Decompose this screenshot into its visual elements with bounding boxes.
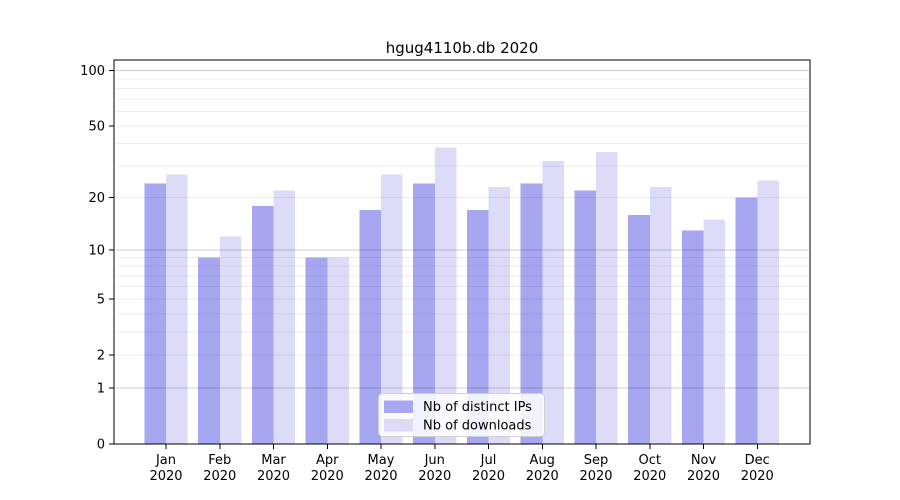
x-tick-label-year: 2020 (633, 469, 666, 484)
bar-downloads-oct (649, 186, 672, 444)
y-tick-label: 10 (88, 244, 105, 259)
bar-distinct-ips-jul (466, 210, 489, 444)
y-tick-label: 1 (97, 381, 105, 396)
grid-group (115, 70, 809, 389)
x-tick-label-year: 2020 (149, 469, 182, 484)
bar-downloads-feb (219, 236, 242, 444)
x-tick-label-month: Oct (639, 453, 661, 468)
y-tick-label: 100 (80, 64, 105, 79)
x-axis: Jan2020Feb2020Mar2020Apr2020May2020Jun20… (149, 444, 774, 484)
bar-downloads-apr (327, 257, 349, 444)
legend-swatch-downloads (384, 419, 413, 432)
bar-downloads-jul (488, 186, 511, 444)
y-tick-label: 5 (97, 293, 105, 308)
bars-group (144, 147, 779, 444)
y-axis: 0 1 2 5 10 20 50 100 (80, 64, 114, 453)
x-tick-label-month: May (368, 453, 395, 468)
x-tick-label-year: 2020 (579, 469, 612, 484)
x-tick-label-year: 2020 (526, 469, 559, 484)
y-tick-label: 0 (97, 438, 105, 453)
x-tick-label-year: 2020 (257, 469, 290, 484)
x-tick-label-month: Jul (480, 453, 497, 468)
bar-distinct-ips-jun (413, 183, 435, 444)
legend: Nb of distinct IPs Nb of downloads (378, 393, 545, 437)
bar-downloads-nov (703, 219, 726, 444)
x-tick-label-month: Jun (424, 453, 445, 468)
y-tick-label: 50 (88, 119, 105, 134)
legend-label-distinct-ips: Nb of distinct IPs (423, 400, 532, 415)
x-tick-label-year: 2020 (741, 469, 774, 484)
legend-label-downloads: Nb of downloads (423, 419, 532, 434)
legend-swatch-distinct-ips (384, 400, 413, 413)
bar-distinct-ips-may (359, 210, 381, 444)
x-tick-label-year: 2020 (311, 469, 344, 484)
x-tick-label-year: 2020 (418, 469, 451, 484)
bar-distinct-ips-nov (681, 230, 704, 444)
bar-distinct-ips-oct (628, 214, 650, 444)
bar-distinct-ips-dec (735, 197, 758, 444)
bar-distinct-ips-apr (305, 257, 328, 444)
bar-distinct-ips-aug (520, 183, 543, 444)
x-tick-label-month: Feb (208, 453, 231, 468)
x-tick-label-month: Apr (316, 453, 339, 468)
x-tick-label-month: Nov (691, 453, 717, 468)
y-tick-label: 2 (97, 349, 105, 364)
x-tick-label-month: Aug (530, 453, 555, 468)
bar-distinct-ips-jan (144, 183, 166, 444)
bar-downloads-dec (757, 180, 779, 444)
bar-downloads-sep (596, 151, 618, 444)
bar-distinct-ips-sep (574, 190, 596, 444)
x-tick-label-month: Jan (155, 453, 176, 468)
bar-downloads-jan (166, 174, 188, 444)
plot-border (113, 59, 811, 445)
chart-title: hgug4110b.db 2020 (386, 39, 539, 57)
bar-distinct-ips-mar (251, 205, 274, 444)
x-tick-label-year: 2020 (472, 469, 505, 484)
bar-downloads-aug (542, 161, 564, 444)
x-tick-label-year: 2020 (364, 469, 397, 484)
y-tick-label: 20 (88, 191, 105, 206)
bar-downloads-mar (273, 190, 296, 444)
bar-distinct-ips-feb (198, 257, 220, 444)
bar-downloads-may (381, 174, 403, 444)
bar-downloads-jun (434, 147, 457, 444)
x-tick-label-month: Dec (745, 453, 770, 468)
legend-box (378, 393, 545, 437)
x-tick-label-year: 2020 (203, 469, 236, 484)
x-tick-label-month: Mar (261, 453, 286, 468)
x-tick-label-month: Sep (584, 453, 609, 468)
x-tick-label-year: 2020 (687, 469, 720, 484)
